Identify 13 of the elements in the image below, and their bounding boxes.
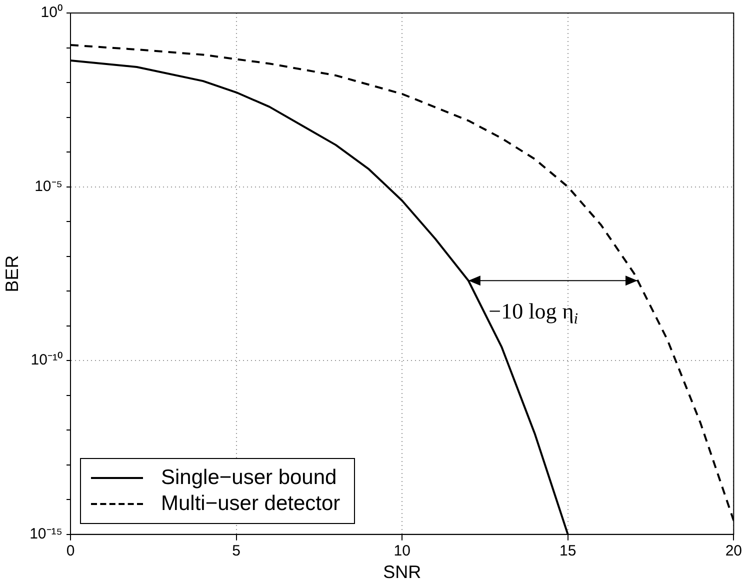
x-axis-title: SNR bbox=[383, 562, 422, 582]
legend-label: Multi−user detector bbox=[161, 491, 340, 517]
x-tick-label: 0 bbox=[66, 542, 75, 560]
y-tick-label: 10⁻¹⁰ bbox=[30, 352, 62, 369]
x-tick-label: 10 bbox=[394, 542, 410, 560]
x-tick-label: 20 bbox=[725, 542, 742, 560]
x-tick-label: 5 bbox=[232, 542, 240, 560]
y-tick-label: 10⁰ bbox=[40, 4, 62, 22]
y-axis-title: BER bbox=[2, 255, 22, 292]
legend-label: Single−user bound bbox=[161, 465, 337, 491]
y-tick-label: 10⁻¹⁵ bbox=[30, 526, 62, 543]
y-tick-label: 10⁻⁵ bbox=[34, 178, 62, 195]
x-tick-label: 15 bbox=[560, 542, 576, 560]
